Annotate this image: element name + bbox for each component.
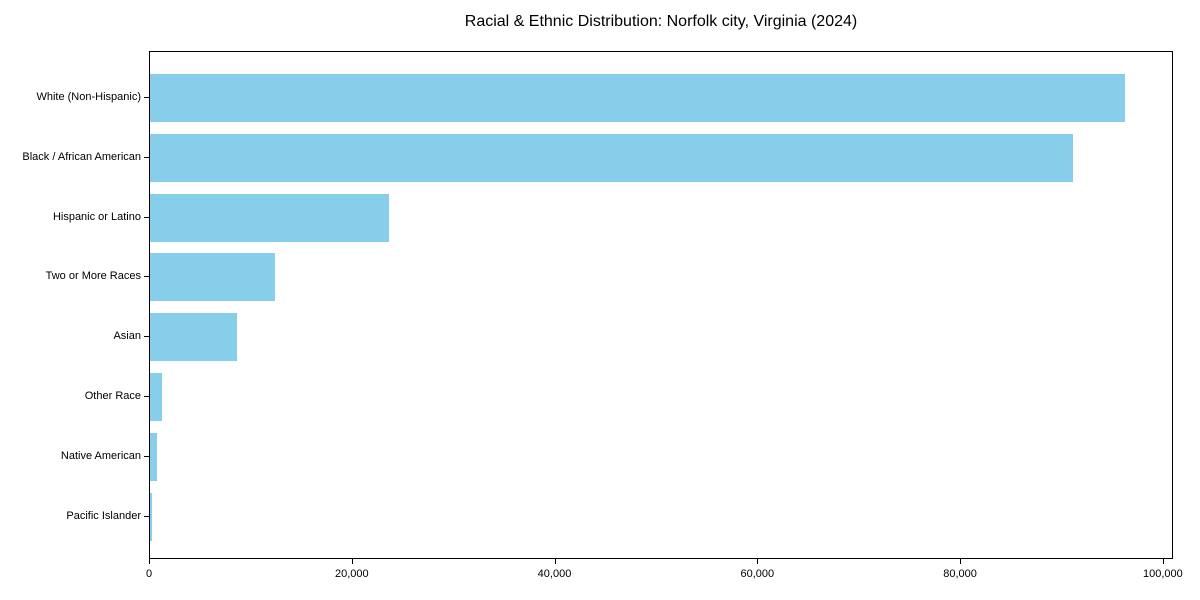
x-tick-mark xyxy=(351,559,353,564)
x-tick-label: 40,000 xyxy=(537,568,572,580)
y-tick-mark xyxy=(144,97,149,98)
y-tick-mark xyxy=(144,455,149,457)
x-tick-label: 0 xyxy=(145,568,153,580)
y-tick-mark xyxy=(144,515,149,517)
bar-pacific-islander xyxy=(150,492,152,541)
chart-title: Racial & Ethnic Distribution: Norfolk ci… xyxy=(464,13,858,30)
bar-two-or-more-races xyxy=(150,253,275,302)
x-tick-label: 20,000 xyxy=(334,568,369,580)
bar-other-race xyxy=(150,373,163,421)
y-axis-label-asian: Asian xyxy=(113,330,141,343)
x-tick-mark xyxy=(960,559,962,564)
y-axis-label-black-african-american: Black / African American xyxy=(22,150,141,163)
bar-asian xyxy=(150,313,238,362)
y-axis-label-two-or-more-races: Two or More Races xyxy=(45,270,141,283)
y-axis-label-native-american: Native American xyxy=(60,449,141,462)
x-tick-mark xyxy=(1162,559,1164,564)
y-axis-label-other-race: Other Race xyxy=(84,390,141,402)
bar-black-african-american xyxy=(150,133,1073,182)
bar-hispanic-or-latino xyxy=(150,193,390,242)
y-tick-mark xyxy=(144,336,149,338)
bar-native-american xyxy=(150,432,158,481)
x-tick-mark xyxy=(149,559,150,564)
x-tick-mark xyxy=(554,559,556,564)
x-tick-mark xyxy=(757,559,759,564)
x-tick-label: 100,000 xyxy=(1143,568,1183,580)
y-tick-mark xyxy=(144,396,149,397)
bar-white-non-hispanic xyxy=(150,74,1126,122)
y-axis-label-pacific-islander: Pacific Islander xyxy=(66,509,141,522)
y-axis-label-white-non-hispanic: White (Non-Hispanic) xyxy=(36,91,141,103)
y-axis-label-hispanic-or-latino: Hispanic or Latino xyxy=(52,210,141,223)
y-tick-mark xyxy=(144,216,149,218)
x-tick-label: 80,000 xyxy=(943,568,977,580)
y-tick-mark xyxy=(144,276,149,278)
x-tick-label: 60,000 xyxy=(740,568,775,580)
plot-area xyxy=(149,51,1173,559)
y-tick-mark xyxy=(144,156,149,158)
